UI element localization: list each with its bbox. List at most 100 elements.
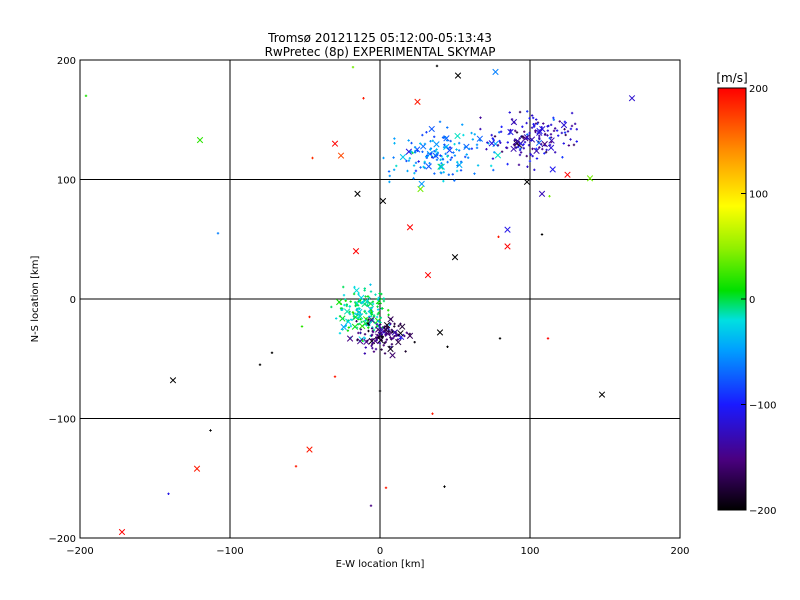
data-point xyxy=(379,334,383,338)
data-point xyxy=(360,301,364,304)
data-point xyxy=(426,152,430,155)
x-tick-label: −100 xyxy=(216,546,243,557)
data-point xyxy=(376,312,380,316)
data-point xyxy=(504,226,511,233)
data-point xyxy=(405,159,408,163)
data-point xyxy=(514,129,517,133)
data-point xyxy=(443,143,446,146)
data-point xyxy=(371,330,375,334)
data-point xyxy=(528,131,531,135)
data-point xyxy=(436,329,444,336)
data-point xyxy=(357,292,360,296)
data-point xyxy=(167,492,170,495)
data-point xyxy=(378,341,382,345)
data-point xyxy=(418,180,425,188)
data-point xyxy=(377,296,381,299)
data-point xyxy=(555,129,559,132)
data-point xyxy=(535,118,538,121)
data-point xyxy=(512,143,516,146)
data-point xyxy=(470,147,474,150)
data-point xyxy=(341,317,345,320)
data-point xyxy=(377,320,380,323)
data-point xyxy=(371,302,375,306)
data-point xyxy=(311,156,314,160)
data-point xyxy=(431,156,434,159)
data-point xyxy=(345,318,352,325)
data-point xyxy=(526,137,529,140)
colorbar-label: [m/s] xyxy=(716,71,747,85)
data-point xyxy=(563,131,567,134)
data-point xyxy=(520,135,524,138)
data-point xyxy=(389,331,393,334)
x-tick-label: −200 xyxy=(66,546,93,557)
data-point xyxy=(518,110,522,114)
x-tick-label: 0 xyxy=(377,546,383,557)
data-point xyxy=(523,140,527,144)
data-point xyxy=(410,141,413,145)
data-point xyxy=(499,141,502,144)
data-point xyxy=(548,136,551,140)
data-point xyxy=(470,131,473,135)
data-point xyxy=(514,137,521,145)
data-point xyxy=(364,346,367,349)
data-point xyxy=(504,243,511,250)
data-point xyxy=(414,98,421,105)
data-point xyxy=(532,123,535,126)
data-point xyxy=(456,164,459,167)
data-point xyxy=(428,161,431,165)
y-tick-label: −200 xyxy=(49,534,76,545)
data-point xyxy=(542,122,545,125)
data-point xyxy=(374,336,378,339)
data-point xyxy=(557,134,560,137)
data-point xyxy=(399,337,402,340)
data-point xyxy=(423,161,426,165)
data-point xyxy=(209,429,212,432)
data-point xyxy=(413,171,416,175)
data-point xyxy=(544,150,548,154)
data-point xyxy=(406,169,409,173)
data-point xyxy=(447,173,450,176)
data-point xyxy=(435,148,438,151)
data-point xyxy=(380,292,383,296)
data-point xyxy=(343,303,346,307)
data-point xyxy=(390,337,394,340)
data-point xyxy=(387,329,390,333)
data-point xyxy=(370,333,374,337)
data-point xyxy=(570,124,574,128)
y-tick-label: 200 xyxy=(57,56,76,67)
data-point xyxy=(407,159,411,162)
data-point xyxy=(364,319,367,322)
data-point xyxy=(357,307,361,310)
data-point xyxy=(368,310,371,314)
data-point xyxy=(452,151,455,154)
data-point xyxy=(399,323,406,330)
data-point xyxy=(391,329,398,336)
data-point xyxy=(410,150,413,153)
data-point xyxy=(367,326,370,329)
data-point xyxy=(345,304,348,308)
data-point xyxy=(363,333,367,336)
data-point xyxy=(355,301,359,305)
data-point xyxy=(518,148,522,152)
data-point xyxy=(352,311,355,315)
data-point xyxy=(517,163,521,167)
data-point xyxy=(489,164,493,168)
data-point xyxy=(546,337,550,340)
data-point xyxy=(258,363,262,366)
data-point xyxy=(414,169,418,173)
data-point xyxy=(527,143,531,147)
data-point xyxy=(367,318,370,321)
data-point xyxy=(446,147,453,154)
data-point xyxy=(506,141,509,144)
data-point xyxy=(572,143,576,147)
data-point xyxy=(405,331,408,334)
data-point xyxy=(363,337,367,340)
data-point xyxy=(363,303,367,306)
data-point xyxy=(395,338,402,346)
data-point xyxy=(331,140,339,147)
data-point xyxy=(394,334,398,337)
data-point xyxy=(359,317,362,321)
data-point xyxy=(411,151,414,155)
data-point xyxy=(389,322,392,326)
data-point xyxy=(367,323,371,327)
